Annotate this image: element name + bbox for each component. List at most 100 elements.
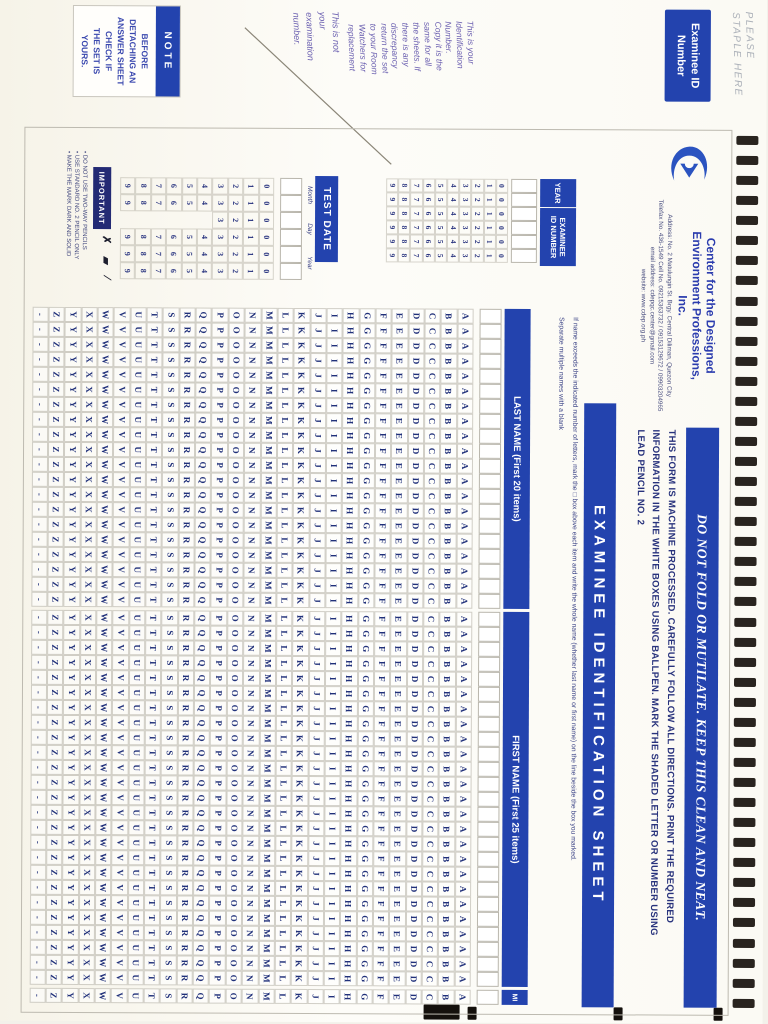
write-box [279, 262, 302, 280]
letter-cell: P [209, 835, 227, 851]
letter-cell: P [211, 517, 228, 533]
letter-cell: R [178, 427, 196, 443]
letter-cell: R [177, 640, 195, 656]
letter-cell: D [406, 791, 423, 807]
letter-cell: I [325, 563, 342, 579]
letter-cell: Y [63, 546, 81, 563]
digit-cell: 4 [196, 245, 213, 263]
letter-cell: Y [62, 894, 79, 911]
letter-cell: D [406, 611, 424, 627]
letter-cell: B [438, 776, 456, 792]
letter-cell: O [225, 988, 242, 1004]
letter-cell: W [94, 955, 112, 971]
digit-cell: 2 [471, 234, 484, 249]
wrong-mark-slash: ∕ [100, 276, 113, 279]
digit-cell: 4 [447, 178, 460, 193]
letter-cell: S [162, 547, 179, 563]
write-box [478, 626, 501, 642]
letter-cell: M [260, 442, 277, 458]
letter-cell: - [30, 714, 47, 730]
letter-cell: N [243, 547, 261, 563]
timing-mark [733, 817, 756, 828]
letter-cell: T [143, 970, 161, 986]
letter-cell: L [277, 337, 294, 353]
letter-cell: I [325, 488, 343, 504]
letter-cell: Z [47, 669, 64, 685]
letter-cell: B [439, 671, 456, 687]
letter-cell: E [390, 671, 407, 687]
letter-cell: X [79, 775, 96, 791]
letter-cell: - [31, 471, 48, 487]
letter-cell: B [438, 971, 455, 987]
letter-cell: P [209, 850, 227, 866]
letter-cell: A [454, 989, 471, 1005]
letter-cell: I [325, 428, 343, 444]
write-box [477, 851, 500, 867]
write-box [477, 731, 500, 747]
letter-cell: C [424, 368, 441, 384]
letter-cell: J [308, 686, 325, 702]
letter-cell: K [292, 547, 310, 564]
digit-cell: 7 [150, 194, 167, 212]
digit-cell: 7 [410, 206, 423, 221]
digit-cell: 4 [197, 194, 213, 212]
letter-cell: Q [192, 988, 210, 1004]
letter-cell: Q [193, 925, 210, 941]
letter-cell: Z [46, 729, 64, 745]
letter-cell: S [160, 988, 177, 1004]
letter-cell: E [390, 716, 407, 732]
letter-cell: Q [193, 790, 211, 806]
letter-cell: F [373, 686, 391, 702]
letter-cell: C [423, 488, 441, 504]
letter-cell: W [95, 700, 113, 716]
letter-cell: M [260, 502, 277, 518]
letter-cell: V [112, 640, 129, 656]
letter-cell: - [31, 546, 48, 562]
letter-cell: L [275, 745, 292, 761]
digit-cell: 2 [227, 245, 244, 263]
letter-group: H [339, 989, 357, 1005]
letter-cell: Z [47, 609, 64, 625]
letter-cell: C [423, 578, 440, 594]
letter-cell: V [112, 670, 129, 686]
letter-cell: F [373, 746, 391, 762]
letter-cell: B [440, 458, 457, 474]
letter-cell: N [244, 412, 261, 428]
letter-cell: E [389, 941, 406, 957]
letter-cell: U [129, 472, 147, 488]
write-box [479, 353, 502, 369]
letter-cell: Y [63, 624, 81, 641]
letter-cell: Z [46, 894, 63, 910]
letter-cell: J [307, 926, 324, 942]
letter-cell: Y [62, 819, 80, 836]
timing-mark [735, 276, 758, 286]
letter-cell: H [341, 701, 358, 717]
letter-cell: U [129, 547, 146, 563]
letter-cell: M [259, 760, 276, 776]
letter-cell: I [324, 776, 341, 792]
letter-cell: E [390, 548, 408, 564]
letter-cell: K [292, 610, 309, 627]
letter-cell: M [258, 895, 275, 911]
timing-mark [734, 577, 757, 587]
letter-cell: L [276, 640, 293, 656]
letter-cell: R [176, 895, 194, 911]
letter-cell: G [358, 578, 375, 594]
digit-cell: 9 [119, 245, 136, 263]
letter-cell: O [228, 337, 245, 353]
note-box-text-line: BEFORE [139, 33, 150, 70]
letter-cell: R [179, 367, 196, 383]
letter-cell: I [326, 338, 343, 354]
letter-cell: L [275, 805, 292, 821]
letter-cell: B [440, 398, 457, 414]
letter-cell: J [310, 338, 327, 354]
write-box [478, 443, 502, 459]
timing-mark [735, 336, 758, 346]
letter-cell: Y [64, 531, 81, 548]
letter-cell: D [406, 776, 423, 792]
digit-cell: 5 [181, 194, 198, 212]
